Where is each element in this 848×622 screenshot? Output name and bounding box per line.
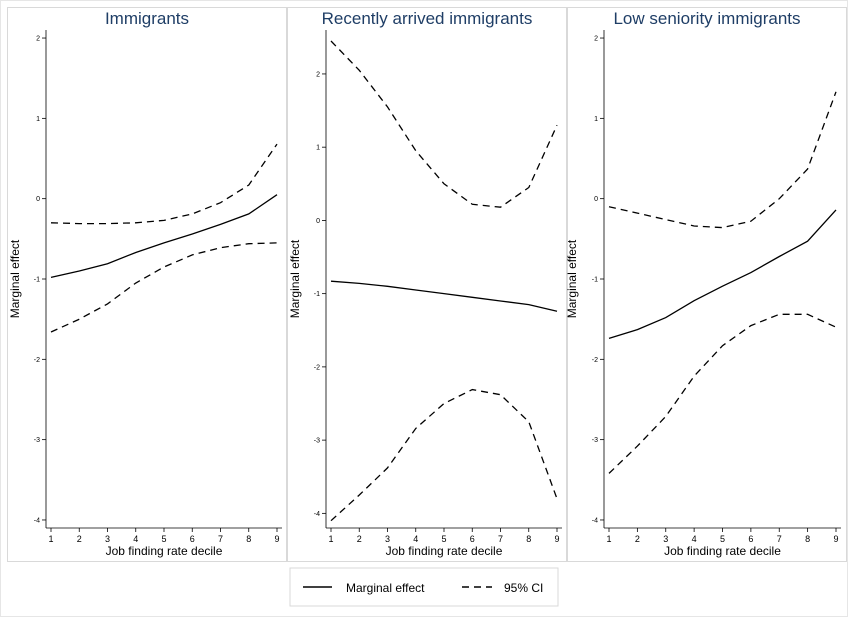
x-tick-label: 8 xyxy=(246,534,251,544)
series-marginal-effect-line xyxy=(50,194,278,279)
x-tick-label: 4 xyxy=(133,534,138,544)
y-tick-label: 1 xyxy=(594,116,598,123)
y-tick-label: -4 xyxy=(592,517,598,524)
series-ci-lower-line xyxy=(330,388,558,522)
panel-frame xyxy=(7,7,287,562)
x-tick-label: 3 xyxy=(385,534,390,544)
x-tick-label: 1 xyxy=(48,534,53,544)
x-tick-label: 3 xyxy=(663,534,668,544)
panels-group: Immigrants -4 -3 -2 -1 0 1 2 1 2 3 4 5 6 7 8 9 Job findin… xyxy=(7,7,847,562)
legend-label-95-ci: 95% CI xyxy=(504,581,543,595)
legend-box xyxy=(289,567,559,607)
chart-panel-1: Immigrants -4 -3 -2 -1 0 1 2 1 2 3 4 5 6 7 8 9 Job findin… xyxy=(7,7,287,562)
y-tick-label: -1 xyxy=(592,277,598,284)
y-tick-label: -2 xyxy=(314,364,320,371)
panel-frame xyxy=(567,7,847,562)
y-tick-label: 0 xyxy=(316,218,320,225)
x-tick-label: 5 xyxy=(161,534,166,544)
y-tick-label: -1 xyxy=(314,291,320,298)
x-tick-label: 2 xyxy=(635,534,640,544)
x-tick-label: 4 xyxy=(692,534,697,544)
legend: Marginal effect 95% CI xyxy=(289,567,559,607)
x-tick-label: 7 xyxy=(218,534,223,544)
x-tick-label: 2 xyxy=(77,534,82,544)
y-tick-label: 2 xyxy=(36,36,40,43)
x-tick-label: 6 xyxy=(470,534,475,544)
y-tick-label: -4 xyxy=(34,517,40,524)
series-marginal-effect-line xyxy=(330,280,558,312)
x-tick-label: 3 xyxy=(105,534,110,544)
panel-title: Recently arrived immigrants xyxy=(322,9,533,28)
series-ci-lower-line xyxy=(608,313,837,474)
x-tick-label: 9 xyxy=(554,534,559,544)
y-tick-label: -3 xyxy=(592,437,598,444)
x-axis-title: Job finding rate decile xyxy=(386,544,503,558)
x-tick-label: 4 xyxy=(413,534,418,544)
x-tick-label: 8 xyxy=(805,534,810,544)
series-ci-upper-line xyxy=(50,143,278,225)
x-tick-label: 8 xyxy=(526,534,531,544)
panel-title: Low seniority immigrants xyxy=(613,9,800,28)
chart-panel-2: Recently arrived immigrants -4 -3 -2 -1 0 1 2 1 2… xyxy=(287,7,567,562)
y-tick-label: 2 xyxy=(594,36,598,43)
x-tick-label: 1 xyxy=(606,534,611,544)
x-tick-label: 9 xyxy=(274,534,279,544)
y-tick-label: -3 xyxy=(34,437,40,444)
series-ci-lower-line xyxy=(50,242,278,333)
panel-frame xyxy=(287,7,567,562)
x-axis-title: Job finding rate decile xyxy=(106,544,223,558)
x-tick-label: 5 xyxy=(720,534,725,544)
x-tick-label: 7 xyxy=(498,534,503,544)
y-tick-label: 1 xyxy=(36,116,40,123)
x-tick-label: 6 xyxy=(748,534,753,544)
y-axis-title: Marginal effect xyxy=(565,239,579,318)
panel-title: Immigrants xyxy=(105,9,189,28)
y-tick-label: 1 xyxy=(316,145,320,152)
y-tick-label: -2 xyxy=(34,357,40,364)
y-axis-title: Marginal effect xyxy=(8,239,22,318)
y-axis-title: Marginal effect xyxy=(288,239,302,318)
y-tick-label: -1 xyxy=(34,277,40,284)
y-tick-label: -2 xyxy=(592,357,598,364)
y-tick-label: 0 xyxy=(594,196,598,203)
chart-panel-3: Low seniority immigrants -4 -3 -2 -1 0 1 2 1 2 3 4 5… xyxy=(565,7,847,562)
x-tick-label: 2 xyxy=(357,534,362,544)
x-tick-label: 5 xyxy=(441,534,446,544)
series-marginal-effect-line xyxy=(608,209,837,340)
x-tick-label: 9 xyxy=(833,534,838,544)
x-tick-label: 7 xyxy=(777,534,782,544)
y-tick-label: 0 xyxy=(36,196,40,203)
series-ci-upper-line xyxy=(608,91,837,229)
series-ci-upper-line xyxy=(330,40,558,208)
y-tick-label: 2 xyxy=(316,71,320,78)
x-tick-label: 1 xyxy=(328,534,333,544)
x-axis-title: Job finding rate decile xyxy=(664,544,781,558)
y-tick-label: -3 xyxy=(314,438,320,445)
legend-label-marginal-effect: Marginal effect xyxy=(346,581,425,595)
y-tick-label: -4 xyxy=(314,511,320,518)
x-tick-label: 6 xyxy=(190,534,195,544)
